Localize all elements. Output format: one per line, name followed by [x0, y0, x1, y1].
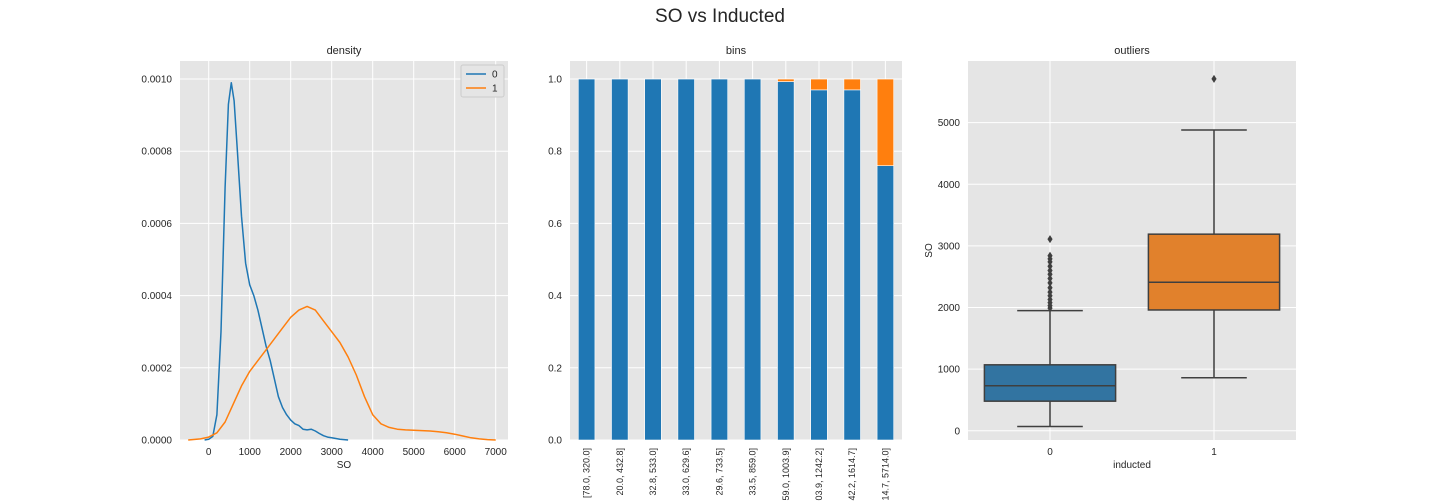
density-y-tick-label: 0.0004	[141, 291, 172, 302]
outliers-x-tick-label: 0	[1047, 447, 1053, 458]
density-line-series-0	[204, 81, 349, 441]
bins-x-tick-label: 32.8, 533.0]	[648, 448, 658, 496]
outliers-y-tick-label: 5000	[938, 118, 961, 129]
box-outlier-0	[1047, 266, 1053, 275]
density-x-tick-label: 2000	[280, 447, 303, 458]
bins-x-tick-label: 59.0, 1003.9]	[781, 448, 791, 501]
density-legend-label-1: 1	[492, 84, 498, 95]
box-outlier-0	[1047, 278, 1053, 287]
box-outlier-0	[1047, 262, 1053, 271]
density-x-tick-label: 5000	[403, 447, 426, 458]
outliers-title: outliers	[1114, 45, 1150, 57]
bins-y-tick-label: 1.0	[548, 75, 562, 86]
bins-bar-series-0	[743, 78, 762, 441]
bins-y-tick-label: 0.6	[548, 219, 562, 230]
outliers-y-tick-label: 2000	[938, 303, 961, 314]
bins-bar-series-1	[843, 78, 861, 91]
box-outlier-0	[1047, 288, 1053, 297]
box-outlier-1	[1211, 74, 1217, 83]
bins-x-tick-label: 14.7, 5714.0]	[880, 448, 890, 501]
outliers-y-tick-label: 4000	[938, 180, 961, 191]
bins-x-tick-label: 42.2, 1614.7]	[847, 448, 857, 501]
density-legend-label-0: 0	[492, 70, 498, 81]
box-iqr-0	[983, 364, 1117, 402]
box-outlier-0	[1047, 274, 1053, 283]
box-outlier-0	[1047, 235, 1053, 244]
density-legend	[460, 64, 505, 98]
bins-y-tick-label: 0.0	[548, 436, 562, 447]
box-iqr-1	[1147, 233, 1281, 311]
density-y-tick-label: 0.0002	[141, 363, 172, 374]
figure-title: SO vs Inducted	[655, 6, 785, 27]
bins-x-tick-label: 33.5, 859.0]	[748, 448, 758, 496]
box-outlier-0	[1047, 283, 1053, 292]
density-x-tick-label: 6000	[444, 447, 467, 458]
bins-bar-series-0	[777, 81, 795, 441]
outliers-y-tick-label: 0	[954, 426, 960, 437]
bins-bar-series-1	[810, 78, 828, 91]
bins-x-tick-label: 29.6, 733.5]	[714, 448, 724, 496]
outliers-y-axis-label: SO	[924, 243, 935, 258]
bins-bar-series-0	[611, 78, 629, 441]
density-x-tick-label: 3000	[321, 447, 344, 458]
density-x-axis-label: SO	[337, 460, 352, 471]
density-y-tick-label: 0.0000	[141, 436, 172, 447]
bins-bar-series-0	[677, 78, 695, 441]
density-x-tick-label: 4000	[362, 447, 385, 458]
outliers-y-tick-label: 3000	[938, 241, 961, 252]
bins-bar-series-0	[710, 78, 728, 441]
bins-y-tick-label: 0.8	[548, 147, 562, 158]
bins-title: bins	[726, 45, 747, 57]
density-plot-area	[180, 61, 508, 440]
bins-x-tick-label: 03.9, 1242.2]	[814, 448, 824, 501]
density-line-series-1	[188, 305, 496, 441]
outliers-x-axis-label: inducted	[1113, 460, 1151, 471]
density-y-tick-label: 0.0010	[141, 75, 172, 86]
bins-y-tick-label: 0.2	[548, 363, 562, 374]
box-outlier-0	[1047, 251, 1053, 260]
outliers-x-tick-label: 1	[1211, 447, 1217, 458]
bins-bar-series-0	[577, 78, 596, 441]
density-y-tick-label: 0.0008	[141, 147, 172, 158]
density-x-tick-label: 7000	[485, 447, 508, 458]
bins-x-tick-label: 20.0, 432.8]	[615, 448, 625, 496]
bins-bar-series-0	[843, 89, 861, 441]
bins-y-tick-label: 0.4	[548, 291, 562, 302]
density-x-tick-label: 1000	[239, 447, 262, 458]
bins-x-tick-label: 33.0, 629.6]	[681, 448, 691, 496]
bins-bar-series-0	[810, 89, 828, 441]
density-x-tick-label: 0	[206, 447, 212, 458]
outliers-y-tick-label: 1000	[938, 365, 961, 376]
density-y-tick-label: 0.0006	[141, 219, 172, 230]
bins-bar-series-0	[876, 165, 894, 441]
density-title: density	[327, 45, 362, 57]
bins-x-tick-label: [78.0, 320.0]	[582, 448, 592, 498]
bins-bar-series-1	[777, 78, 795, 82]
bins-bar-series-0	[644, 78, 662, 441]
bins-bar-series-1	[876, 78, 894, 166]
